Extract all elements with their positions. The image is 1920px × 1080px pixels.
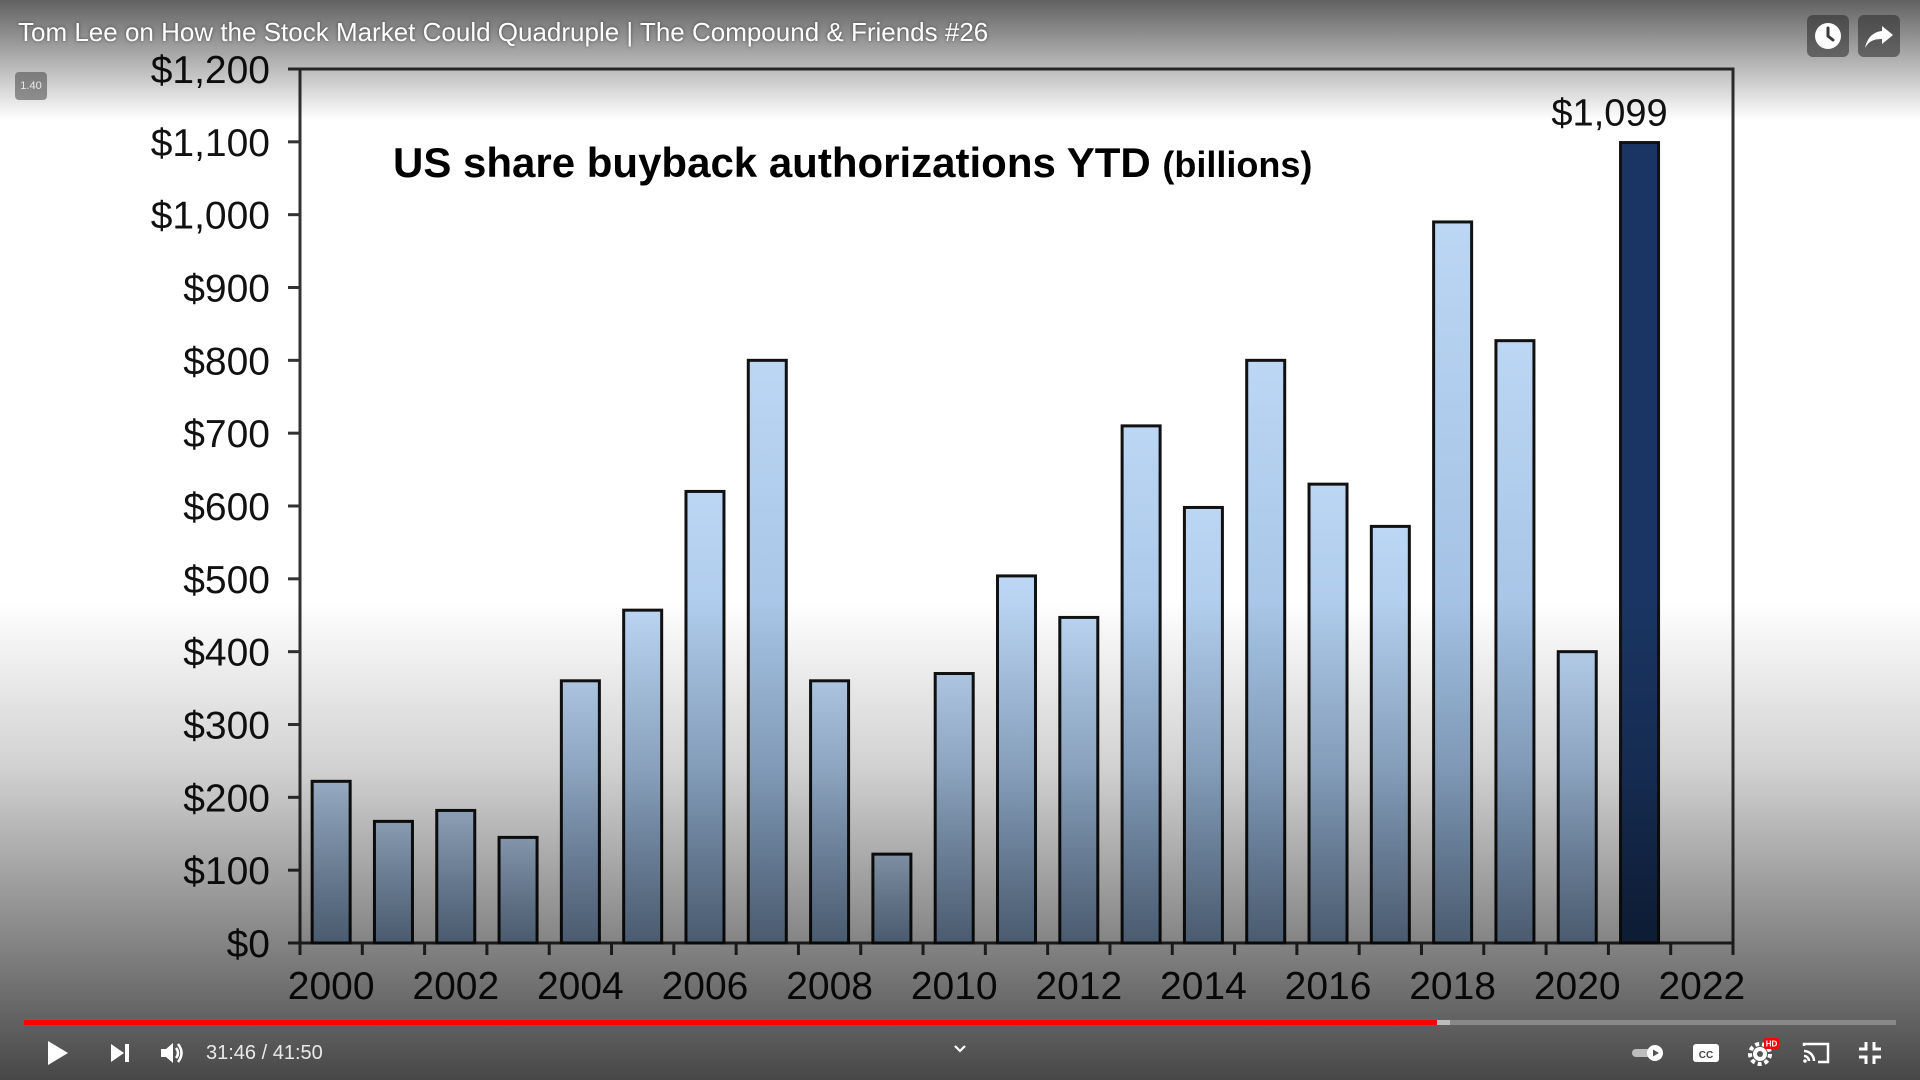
exit-fullscreen-icon (1859, 1042, 1881, 1064)
x-tick-label: 2012 (1035, 965, 1122, 1008)
y-tick-label: $600 (183, 486, 270, 529)
bars-group (310, 141, 1661, 945)
bar-2007 (746, 358, 788, 945)
bar-2008 (809, 679, 851, 945)
bar-2014 (1182, 505, 1224, 945)
share-icon (1865, 26, 1893, 48)
x-axis: 2000 2002 2004 2006 2008 2010 2012 2014 2016 2018… (288, 943, 1745, 1008)
bar-2002 (435, 808, 477, 945)
bar-2010 (933, 672, 975, 945)
play-icon (48, 1041, 68, 1065)
volume-icon (161, 1043, 183, 1063)
bar-2009 (871, 852, 913, 945)
bar-2003 (497, 835, 539, 945)
bar-2011 (996, 574, 1037, 945)
chart-title-suffix: (billions) (1162, 144, 1312, 185)
y-tick-label: $1,000 (151, 195, 270, 238)
x-tick-label: 2010 (911, 965, 998, 1008)
progress-bar[interactable] (24, 1020, 1896, 1025)
cast-button[interactable] (1796, 1034, 1836, 1072)
y-tick-label: $800 (183, 340, 270, 383)
y-tick-label: $500 (183, 559, 270, 602)
settings-icon: HD (1748, 1038, 1779, 1066)
bar-2015 (1245, 358, 1287, 945)
chart-title-main: US share buyback authorizations YTD (393, 139, 1151, 186)
y-tick-label: $700 (183, 413, 270, 456)
x-tick-label: 2018 (1409, 965, 1496, 1008)
x-tick-label: 2000 (288, 965, 375, 1008)
y-tick-label: $400 (183, 632, 270, 675)
progress-played (24, 1020, 1438, 1025)
time-separator: / (256, 1042, 273, 1064)
captions-button[interactable]: CC (1688, 1035, 1724, 1071)
chart-title: US share buyback authorizations YTD (bil… (393, 139, 1312, 186)
bar-2001 (372, 819, 414, 945)
cast-icon (1802, 1042, 1830, 1064)
bar-2000 (310, 779, 352, 945)
y-tick-label: $1,200 (151, 49, 270, 92)
time-display: 31:46 / 41:50 (206, 1041, 323, 1065)
y-axis: $0 $100 $200 $300 $400 $500 $600 $700 $800 $900 $1… (151, 49, 300, 966)
y-tick-label: $200 (183, 777, 270, 820)
watch-later-button[interactable] (1807, 15, 1849, 57)
bar-2012 (1058, 615, 1100, 945)
bar-2021 (1619, 141, 1661, 945)
bar-2017 (1369, 524, 1411, 945)
autoplay-toggle-icon (1632, 1045, 1663, 1061)
x-tick-label: 2002 (412, 965, 499, 1008)
y-tick-label: $100 (183, 850, 270, 893)
bar-2006 (684, 489, 726, 945)
captions-icon: CC (1693, 1044, 1719, 1062)
bar-2016 (1307, 482, 1349, 945)
next-icon (111, 1044, 129, 1062)
video-title[interactable]: Tom Lee on How the Stock Market Could Qu… (18, 17, 989, 47)
x-tick-label: 2022 (1658, 965, 1745, 1008)
time-current: 31:46 (206, 1042, 257, 1064)
y-tick-label: $900 (183, 268, 270, 311)
hd-badge: HD (1766, 1040, 1778, 1049)
bar-2004 (559, 679, 601, 945)
mute-button[interactable] (152, 1033, 192, 1073)
chevron-down-icon (954, 1045, 966, 1053)
y-tick-label: $300 (183, 705, 270, 748)
x-tick-label: 2016 (1285, 965, 1372, 1008)
bar-2013 (1120, 424, 1162, 945)
x-tick-label: 2020 (1534, 965, 1621, 1008)
x-tick-label: 2004 (537, 965, 624, 1008)
x-tick-label: 2008 (786, 965, 873, 1008)
settings-button[interactable]: HD (1742, 1033, 1782, 1073)
x-tick-label: 2006 (662, 965, 749, 1008)
x-tick-label: 2014 (1160, 965, 1247, 1008)
y-tick-label: $0 (227, 923, 270, 966)
y-tick-label: $1,100 (151, 122, 270, 165)
autoplay-toggle[interactable] (1628, 1038, 1668, 1068)
svg-text:CC: CC (1699, 1050, 1713, 1061)
play-button[interactable] (38, 1033, 78, 1073)
bar-2018 (1432, 220, 1474, 945)
watch-later-icon (1815, 23, 1841, 49)
time-total: 41:50 (272, 1042, 323, 1064)
share-button[interactable] (1858, 15, 1900, 57)
speed-badge: 1.40 (15, 72, 47, 100)
next-button[interactable] (100, 1033, 140, 1073)
exit-fullscreen-button[interactable] (1850, 1034, 1890, 1072)
chapters-chevron-button[interactable] (946, 1038, 974, 1060)
bar-2020 (1556, 650, 1598, 945)
bar-2019 (1494, 339, 1536, 945)
bar-2005 (622, 608, 664, 945)
highlight-data-label: $1,099 (1551, 93, 1667, 135)
